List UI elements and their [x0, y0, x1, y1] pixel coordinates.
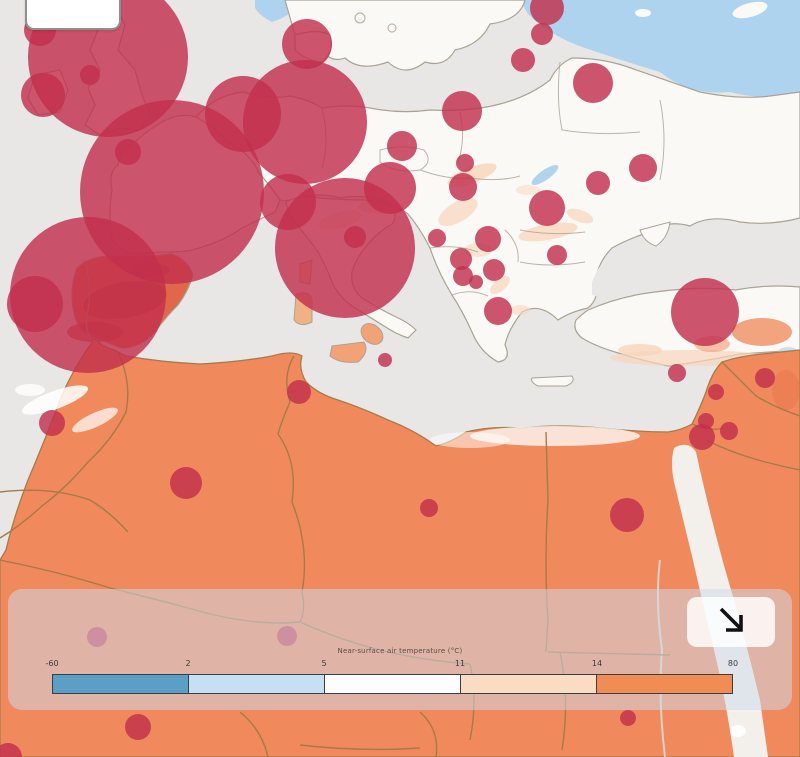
data-bubble[interactable] — [671, 278, 739, 346]
data-bubble[interactable] — [115, 139, 141, 165]
data-bubble[interactable] — [364, 162, 416, 214]
legend-ticks: -60 2 5 11 14 80 — [8, 659, 792, 669]
data-bubble[interactable] — [449, 173, 477, 201]
data-bubble[interactable] — [484, 297, 512, 325]
bubble-layer — [0, 0, 775, 757]
baltic-island — [732, 1, 768, 19]
legend-color-segment — [188, 675, 324, 693]
baltic-island — [635, 9, 651, 17]
map-control-box[interactable] — [25, 0, 121, 30]
data-bubble[interactable] — [586, 171, 610, 195]
data-bubble[interactable] — [170, 467, 202, 499]
data-bubble[interactable] — [282, 19, 332, 69]
temp-patch — [510, 305, 530, 315]
land-crete — [531, 375, 574, 387]
temp-patch — [21, 385, 89, 415]
data-bubble[interactable] — [450, 248, 472, 270]
data-bubble[interactable] — [610, 498, 644, 532]
legend-tick-label: 11 — [454, 659, 466, 668]
data-bubble[interactable] — [573, 63, 613, 103]
data-bubble[interactable] — [420, 499, 438, 517]
temp-patch — [470, 426, 640, 446]
legend-color-bar — [52, 674, 733, 694]
temp-patch — [730, 725, 746, 737]
data-bubble[interactable] — [698, 413, 714, 429]
legend-title: Near-surface air temperature (°C) — [337, 647, 463, 655]
data-bubble[interactable] — [755, 368, 775, 388]
legend-color-segment — [53, 675, 188, 693]
temp-patch — [438, 197, 478, 226]
temp-patch — [518, 222, 578, 242]
data-bubble[interactable] — [287, 380, 311, 404]
temp-patch — [15, 384, 45, 396]
land-crimea — [639, 221, 671, 247]
data-bubble[interactable] — [344, 226, 366, 248]
data-bubble[interactable] — [21, 73, 65, 117]
baltic-sea — [520, 0, 800, 98]
temp-patch — [772, 370, 800, 410]
land-calabria — [360, 323, 384, 345]
temp-patch-cool — [531, 164, 559, 186]
data-bubble[interactable] — [125, 714, 151, 740]
legend-color-segment — [460, 675, 596, 693]
data-bubble[interactable] — [547, 245, 567, 265]
legend-tick-label: 80 — [727, 659, 739, 668]
temp-patch — [516, 185, 540, 195]
data-bubble[interactable] — [720, 422, 738, 440]
land-sicily — [329, 341, 367, 363]
data-bubble[interactable] — [708, 384, 724, 400]
temp-patch — [732, 318, 792, 346]
legend-color-segment — [596, 675, 732, 693]
temp-patch — [566, 208, 594, 224]
data-bubble[interactable] — [275, 178, 415, 318]
data-bubble[interactable] — [511, 48, 535, 72]
data-bubble[interactable] — [442, 91, 482, 131]
data-bubble[interactable] — [620, 710, 636, 726]
temp-patch — [490, 276, 510, 294]
temp-patch — [72, 407, 118, 433]
data-bubble[interactable] — [530, 0, 564, 25]
data-bubble[interactable] — [475, 226, 501, 252]
legend-panel: Near-surface air temperature (°C) -60 2 5 1… — [8, 589, 792, 710]
data-bubble[interactable] — [387, 131, 417, 161]
data-bubble[interactable] — [7, 276, 63, 332]
legend-tick-label: 5 — [321, 659, 327, 668]
data-bubble[interactable] — [378, 353, 392, 367]
expand-button[interactable] — [687, 597, 775, 647]
data-bubble[interactable] — [689, 424, 715, 450]
black-sea — [592, 220, 800, 300]
data-bubble[interactable] — [668, 364, 686, 382]
legend-tick-label: 2 — [185, 659, 191, 668]
data-bubble[interactable] — [28, 0, 188, 137]
data-bubble[interactable] — [39, 410, 65, 436]
data-bubble[interactable] — [10, 217, 166, 373]
temp-patch — [430, 432, 510, 448]
legend-color-segment — [324, 675, 460, 693]
data-bubble[interactable] — [531, 23, 553, 45]
data-bubble[interactable] — [428, 229, 446, 247]
legend-tick-label: 14 — [591, 659, 603, 668]
data-bubble[interactable] — [0, 743, 22, 757]
data-bubble[interactable] — [80, 65, 100, 85]
data-bubble[interactable] — [456, 154, 474, 172]
data-bubble[interactable] — [243, 60, 367, 184]
data-bubble[interactable] — [483, 259, 505, 281]
data-bubble[interactable] — [469, 275, 483, 289]
arrow-down-right-icon — [719, 607, 743, 632]
temp-patch — [618, 344, 662, 356]
data-bubble[interactable] — [629, 154, 657, 182]
data-bubble[interactable] — [529, 190, 565, 226]
legend-tick-label: -60 — [45, 659, 59, 668]
data-bubble[interactable] — [453, 266, 473, 286]
